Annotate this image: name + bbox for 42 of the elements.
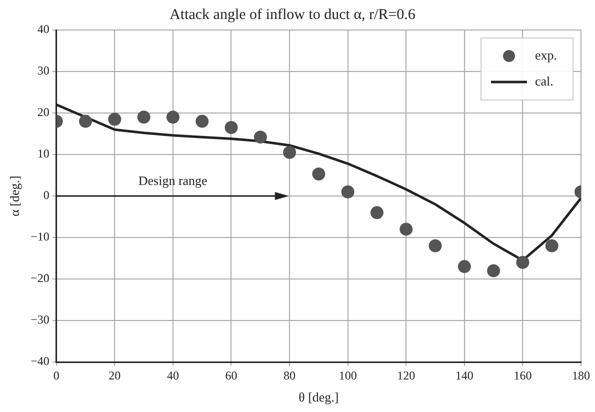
point bbox=[458, 260, 471, 274]
legend-label: exp. bbox=[535, 47, 558, 62]
point bbox=[166, 110, 180, 124]
point bbox=[545, 239, 558, 252]
point bbox=[341, 185, 354, 198]
point bbox=[487, 264, 500, 278]
y-tick-label: 40 bbox=[37, 22, 50, 36]
y-tick-label: −30 bbox=[30, 312, 50, 327]
point bbox=[254, 130, 267, 144]
x-tick-label: 80 bbox=[284, 368, 296, 382]
x-tick-label: 60 bbox=[225, 368, 238, 382]
point bbox=[370, 206, 384, 220]
x-axis-title: θ [deg.] bbox=[298, 390, 339, 405]
x-tick-label: 180 bbox=[572, 368, 590, 382]
point bbox=[400, 222, 413, 236]
y-tick-label: −40 bbox=[30, 354, 50, 368]
point bbox=[224, 121, 238, 134]
y-tick-label: 30 bbox=[37, 64, 50, 78]
legend-label: cal. bbox=[535, 73, 554, 88]
point bbox=[516, 256, 530, 269]
x-tick-label: 40 bbox=[166, 368, 179, 382]
x-tick-label: 120 bbox=[397, 368, 416, 382]
y-tick-label: 0 bbox=[43, 188, 50, 202]
y-tick-label: −10 bbox=[30, 230, 50, 244]
point bbox=[137, 110, 150, 124]
point bbox=[79, 114, 92, 128]
x-tick-label: 0 bbox=[53, 368, 60, 382]
y-tick-label: 20 bbox=[37, 105, 50, 120]
y-tick-label: 10 bbox=[37, 146, 50, 161]
x-tick-label: 140 bbox=[455, 368, 474, 382]
x-tick-label: 160 bbox=[514, 368, 532, 382]
point bbox=[196, 114, 209, 128]
point bbox=[428, 239, 442, 252]
point bbox=[108, 112, 122, 126]
y-axis-title: α [deg.] bbox=[7, 176, 22, 216]
x-tick-label: 20 bbox=[108, 368, 121, 382]
chart-title: Attack angle of inflow to duct α, r/R=0.6 bbox=[170, 6, 416, 23]
point bbox=[283, 146, 296, 159]
x-tick-label: 100 bbox=[338, 368, 357, 382]
annotation: Design range bbox=[138, 172, 208, 188]
y-tick-label: −20 bbox=[30, 271, 50, 286]
point bbox=[312, 168, 326, 181]
